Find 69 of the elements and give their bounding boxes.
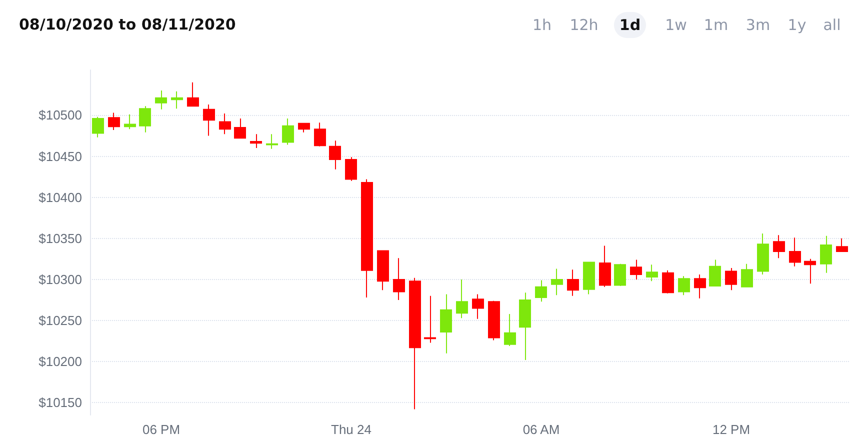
x-tick-label: 12 PM <box>712 422 750 437</box>
chart-title: 08/10/2020 to 08/11/2020 <box>19 16 236 34</box>
candlestick <box>234 118 246 139</box>
candlestick <box>282 118 294 146</box>
candlestick <box>504 313 516 346</box>
candlestick <box>694 274 706 299</box>
y-tick-label: $10450 <box>38 148 82 164</box>
candlestick <box>804 258 816 284</box>
candlestick <box>124 114 136 130</box>
candlestick <box>662 270 674 294</box>
candlestick <box>266 134 278 150</box>
candlestick <box>820 235 832 274</box>
candlestick <box>361 178 373 298</box>
y-tick-label: $10350 <box>38 230 82 246</box>
candlestick <box>567 269 579 296</box>
candlestick <box>614 263 626 287</box>
x-tick-label: 06 AM <box>522 422 560 437</box>
candlestick <box>393 258 405 300</box>
candlestick <box>314 122 326 147</box>
candlestick <box>789 237 801 267</box>
candlestick <box>219 113 231 135</box>
candlestick <box>139 106 151 133</box>
candlestick <box>519 292 531 360</box>
candlestick <box>298 122 310 133</box>
candlestick <box>646 264 658 282</box>
candlestick <box>171 90 183 110</box>
candlestick <box>409 277 421 410</box>
text: 12h <box>570 16 598 34</box>
text: all <box>823 16 841 34</box>
text: 1d <box>619 16 641 34</box>
candlestick <box>472 294 484 320</box>
candlestick <box>630 259 642 280</box>
candlestick <box>757 232 769 276</box>
candlestick <box>377 250 389 291</box>
text: 1y <box>788 16 806 34</box>
y-tick-label: $10200 <box>38 354 82 370</box>
candlestick <box>551 268 563 296</box>
y-tick-label: $10150 <box>38 395 82 410</box>
y-tick-label: $10400 <box>38 190 82 205</box>
candlestick <box>741 263 753 288</box>
candlestick <box>678 276 690 296</box>
candlestick <box>108 112 120 130</box>
candlestick <box>583 262 595 295</box>
candlestick <box>155 90 167 110</box>
candlestick <box>599 245 611 288</box>
candlestick <box>250 134 262 149</box>
text: 1w <box>665 16 687 34</box>
x-tick-label: 06 PM <box>142 422 180 437</box>
candlestick <box>203 104 215 136</box>
candlestick <box>535 280 547 302</box>
candlestick <box>187 82 199 107</box>
text: 1m <box>704 16 728 34</box>
candlestick <box>709 259 721 287</box>
candlestick <box>488 300 500 341</box>
candlestick <box>345 156 357 182</box>
candlestick <box>424 295 436 344</box>
candlestick <box>92 116 104 138</box>
x-tick-label: Thu 24 <box>331 422 372 437</box>
candlestick <box>329 140 341 170</box>
text: 3m <box>746 16 770 34</box>
candlestick <box>725 267 737 291</box>
candlestick <box>836 238 848 252</box>
candlestick <box>773 234 785 259</box>
y-tick-label: $10500 <box>38 108 82 123</box>
y-tick-label: $10300 <box>38 272 82 287</box>
candlestick <box>456 278 468 319</box>
text: 1h <box>532 16 552 34</box>
y-tick-label: $10250 <box>38 313 82 328</box>
candlestick <box>440 294 452 354</box>
